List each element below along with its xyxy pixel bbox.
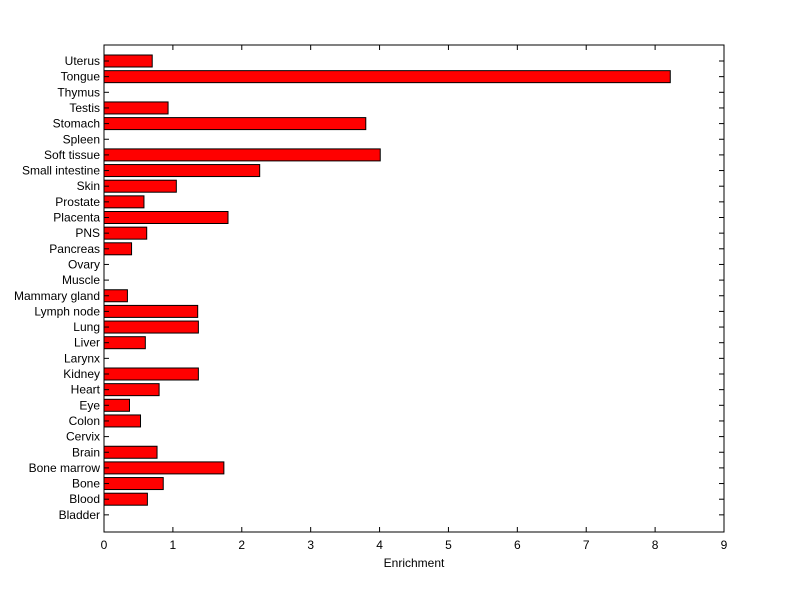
bar — [103, 101, 169, 115]
x-tick-label: 7 — [583, 538, 590, 552]
y-tick-label: Spleen — [63, 132, 100, 146]
y-tick-label: Kidney — [63, 367, 100, 381]
x-tick-label: 3 — [307, 538, 314, 552]
x-tick-label: 2 — [238, 538, 245, 552]
x-tick-label: 8 — [652, 538, 659, 552]
x-tick-label: 4 — [376, 538, 383, 552]
y-tick-label: Soft tissue — [44, 148, 100, 162]
y-tick-label: Placenta — [53, 211, 100, 225]
bar — [103, 383, 160, 397]
y-tick-label: Bladder — [59, 508, 100, 522]
axis-ticks — [103, 45, 725, 532]
bar — [103, 445, 158, 459]
bar — [103, 226, 148, 240]
x-tick-label: 9 — [721, 538, 728, 552]
bar — [103, 164, 261, 178]
y-tick-label: Small intestine — [22, 164, 100, 178]
y-tick-label: Larynx — [64, 351, 100, 365]
bar — [103, 54, 153, 68]
bar — [103, 320, 199, 334]
bar — [103, 461, 225, 475]
bar — [103, 414, 142, 428]
y-tick-label: Bone marrow — [29, 461, 101, 475]
y-tick-label: Heart — [71, 383, 101, 397]
y-tick-label: Stomach — [53, 117, 100, 131]
y-tick-label: Cervix — [66, 430, 100, 444]
x-tick-label: 0 — [101, 538, 108, 552]
y-tick-label: Pancreas — [49, 242, 100, 256]
y-tick-label: Bone — [72, 477, 100, 491]
y-tick-label: Skin — [77, 179, 100, 193]
y-tick-label: Thymus — [57, 85, 100, 99]
y-tick-label: Lung — [73, 320, 100, 334]
bar — [103, 367, 199, 381]
y-tick-label: Eye — [79, 398, 100, 412]
y-tick-label: Prostate — [55, 195, 100, 209]
y-tick-label: Muscle — [62, 273, 100, 287]
x-tick-label: 1 — [170, 538, 177, 552]
bar — [103, 195, 145, 209]
bar — [103, 336, 146, 350]
y-tick-label: Lymph node — [34, 304, 100, 318]
bar — [103, 477, 164, 491]
x-axis-title: Enrichment — [384, 556, 445, 570]
y-tick-label: Colon — [69, 414, 100, 428]
y-tick-label: Blood — [69, 492, 100, 506]
bar — [103, 304, 199, 318]
y-tick-label: Testis — [69, 101, 100, 115]
x-tick-label: 5 — [445, 538, 452, 552]
y-tick-label: Uterus — [65, 54, 100, 68]
y-tick-label: Mammary gland — [14, 289, 100, 303]
bar — [103, 211, 229, 224]
y-tick-label: Tongue — [61, 70, 101, 84]
bar — [103, 117, 367, 131]
y-tick-label: Brain — [72, 445, 100, 459]
bar — [103, 492, 148, 506]
y-tick-label: PNS — [75, 226, 100, 240]
y-tick-label: Ovary — [68, 257, 100, 271]
bar — [103, 70, 671, 84]
x-tick-label: 6 — [514, 538, 521, 552]
bar — [103, 179, 177, 193]
plot-frame — [103, 44, 725, 533]
bar — [103, 148, 381, 162]
y-tick-label: Liver — [74, 336, 100, 350]
